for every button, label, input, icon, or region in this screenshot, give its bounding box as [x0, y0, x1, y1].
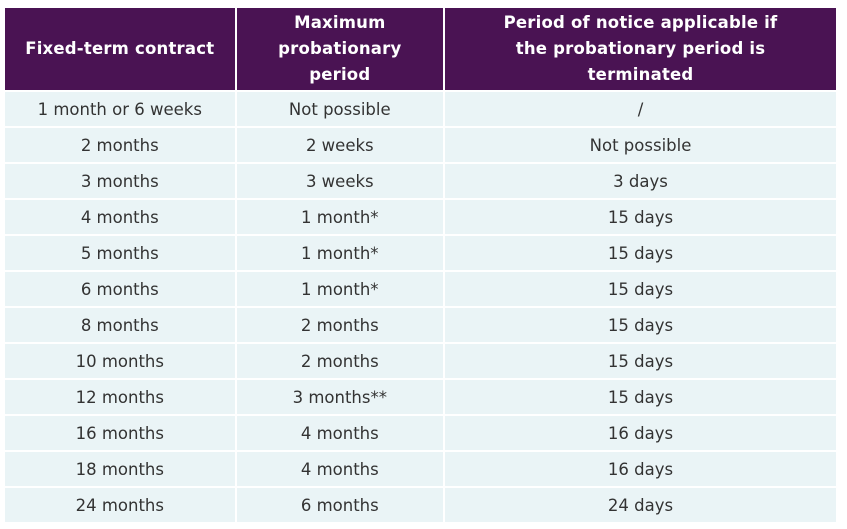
cell-notice: 15 days — [445, 200, 836, 234]
cell-contract: 18 months — [5, 452, 235, 486]
table-row: 6 months 1 month* 15 days — [5, 272, 836, 306]
cell-notice: 16 days — [445, 452, 836, 486]
cell-notice: 16 days — [445, 416, 836, 450]
cell-probation: 2 months — [236, 308, 444, 342]
cell-contract: 3 months — [5, 164, 235, 198]
cell-probation: 3 months** — [236, 380, 444, 414]
table-header-row: Fixed-term contract Maximum probationary… — [5, 8, 836, 90]
cell-notice: 15 days — [445, 308, 836, 342]
cell-contract: 5 months — [5, 236, 235, 270]
cell-notice: Not possible — [445, 128, 836, 162]
table-row: 8 months 2 months 15 days — [5, 308, 836, 342]
header-maximum-probationary-period: Maximum probationary period — [236, 8, 444, 90]
table-row: 1 month or 6 weeks Not possible / — [5, 92, 836, 126]
header-fixed-term-contract: Fixed-term contract — [5, 8, 235, 90]
table-row: 12 months 3 months** 15 days — [5, 380, 836, 414]
table-row: 2 months 2 weeks Not possible — [5, 128, 836, 162]
cell-probation: 4 months — [236, 452, 444, 486]
cell-probation: 4 months — [236, 416, 444, 450]
cell-probation: 1 month* — [236, 236, 444, 270]
table-row: 24 months 6 months 24 days — [5, 488, 836, 522]
cell-probation: Not possible — [236, 92, 444, 126]
cell-contract: 12 months — [5, 380, 235, 414]
cell-probation: 3 weeks — [236, 164, 444, 198]
cell-notice: 24 days — [445, 488, 836, 522]
cell-notice: 15 days — [445, 272, 836, 306]
header-period-of-notice: Period of notice applicable if the proba… — [445, 8, 836, 90]
cell-notice: 15 days — [445, 236, 836, 270]
cell-contract: 10 months — [5, 344, 235, 378]
cell-contract: 16 months — [5, 416, 235, 450]
cell-notice: 15 days — [445, 344, 836, 378]
cell-notice: / — [445, 92, 836, 126]
cell-probation: 2 months — [236, 344, 444, 378]
cell-probation: 2 weeks — [236, 128, 444, 162]
cell-contract: 6 months — [5, 272, 235, 306]
probation-table: Fixed-term contract Maximum probationary… — [3, 6, 838, 524]
cell-contract: 8 months — [5, 308, 235, 342]
cell-contract: 1 month or 6 weeks — [5, 92, 235, 126]
cell-probation: 1 month* — [236, 200, 444, 234]
table-row: 3 months 3 weeks 3 days — [5, 164, 836, 198]
cell-probation: 1 month* — [236, 272, 444, 306]
cell-probation: 6 months — [236, 488, 444, 522]
cell-contract: 24 months — [5, 488, 235, 522]
cell-notice: 15 days — [445, 380, 836, 414]
cell-notice: 3 days — [445, 164, 836, 198]
table-row: 5 months 1 month* 15 days — [5, 236, 836, 270]
probation-table-container: Fixed-term contract Maximum probationary… — [5, 8, 836, 524]
cell-contract: 2 months — [5, 128, 235, 162]
cell-contract: 4 months — [5, 200, 235, 234]
table-row: 10 months 2 months 15 days — [5, 344, 836, 378]
table-row: 16 months 4 months 16 days — [5, 416, 836, 450]
table-row: 4 months 1 month* 15 days — [5, 200, 836, 234]
table-row: 18 months 4 months 16 days — [5, 452, 836, 486]
